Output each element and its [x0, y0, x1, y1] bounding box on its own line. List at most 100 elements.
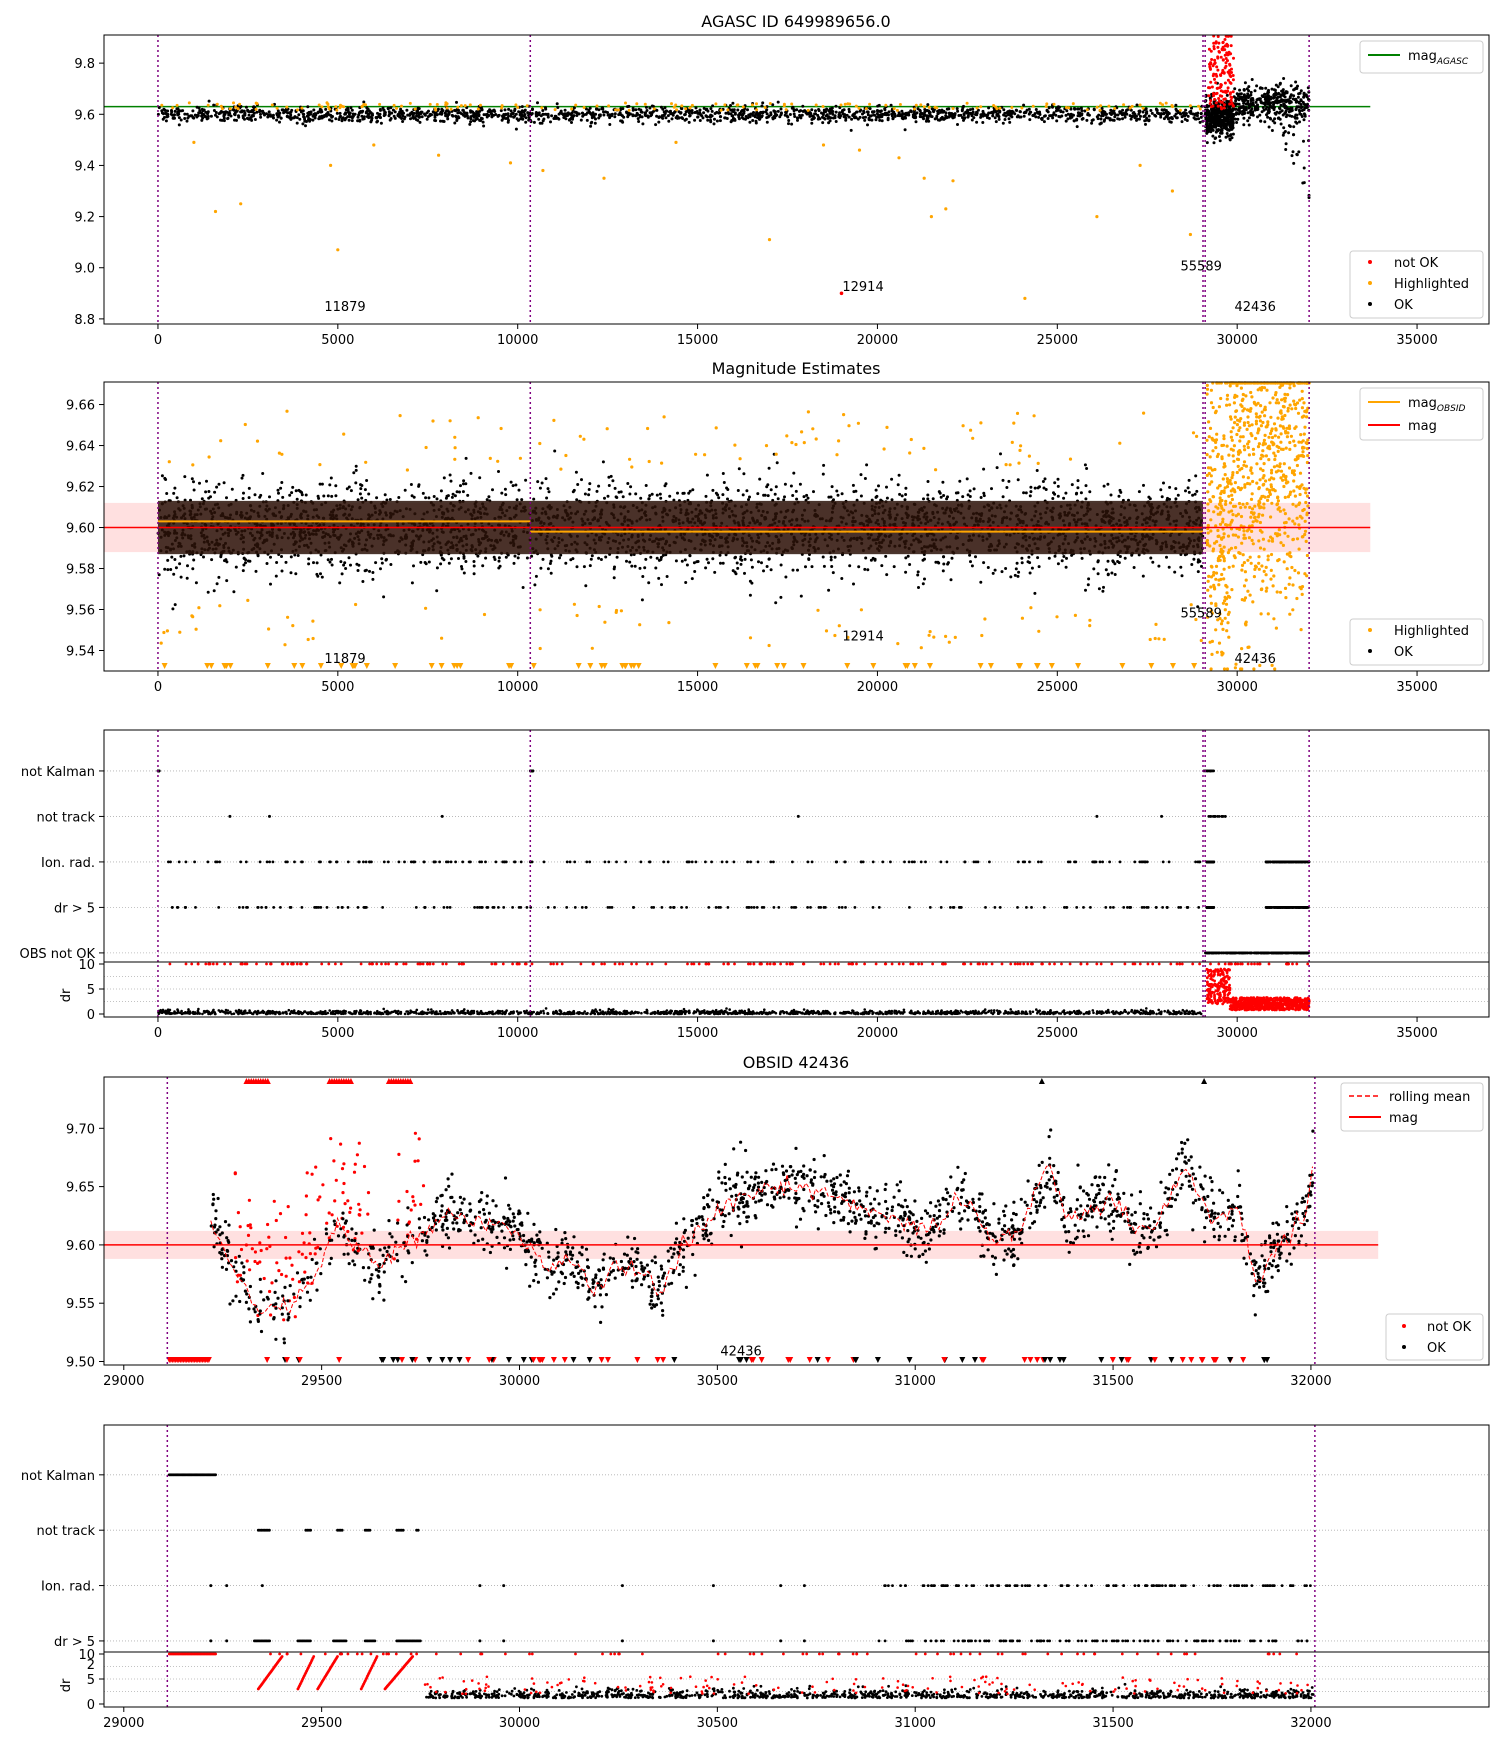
ok-point: [1162, 112, 1166, 116]
ok-point: [541, 119, 545, 123]
ok-point: [450, 113, 454, 117]
ok-point: [391, 108, 395, 112]
ok-point: [627, 104, 631, 108]
ok-point: [207, 490, 211, 493]
ok-point: [330, 557, 333, 561]
ok-point: [904, 486, 908, 490]
ok-point: [1244, 97, 1248, 101]
ok-point: [1277, 116, 1281, 120]
highlighted-point: [675, 108, 679, 112]
p1-xtick-label: 35000: [1396, 333, 1437, 348]
ok-point: [1195, 114, 1199, 118]
ok-point: [1037, 115, 1041, 119]
ok-point: [627, 113, 631, 117]
ok-point: [960, 108, 964, 112]
ok-point: [248, 559, 252, 563]
p1-xtick-label: 0: [154, 333, 162, 348]
not-ok-point: [1216, 45, 1220, 49]
ok-point: [1051, 113, 1055, 117]
ok-point: [591, 111, 595, 115]
ok-point: [698, 119, 702, 122]
highlighted-point: [239, 202, 243, 206]
p2-xtick-label: 5000: [321, 680, 354, 695]
highlighted-point: [275, 106, 279, 110]
ok-point: [1273, 117, 1277, 121]
ok-point: [504, 555, 508, 559]
ok-point: [1184, 108, 1188, 112]
ok-point: [713, 112, 717, 115]
not-ok-point: [1210, 58, 1214, 61]
ok-point: [1294, 80, 1298, 84]
ok-point: [513, 109, 517, 113]
highlighted-point: [680, 104, 684, 108]
ok-point: [969, 111, 973, 115]
ok-point: [868, 118, 872, 122]
ok-point: [530, 108, 534, 112]
ok-point: [958, 479, 962, 483]
ok-point: [1048, 114, 1052, 118]
ok-point: [972, 116, 976, 120]
ok-point: [746, 108, 749, 112]
ok-point: [1028, 118, 1032, 122]
ok-point: [649, 555, 653, 559]
ok-point: [923, 557, 926, 561]
ok-point: [569, 112, 573, 116]
ok-point: [344, 112, 347, 116]
ok-point: [325, 112, 329, 116]
ok-point: [276, 488, 280, 492]
ok-point: [1225, 132, 1229, 135]
ok-point: [1184, 113, 1188, 117]
not-ok-point: [1223, 81, 1227, 85]
highlighted-point: [951, 179, 955, 183]
ok-point: [1043, 477, 1047, 481]
ok-point: [376, 111, 379, 115]
ok-point: [313, 116, 317, 120]
ok-point: [382, 114, 386, 118]
ok-point: [634, 108, 638, 112]
ok-point: [942, 117, 946, 121]
ok-point: [900, 109, 904, 113]
ok-point: [864, 115, 867, 119]
ok-point: [595, 107, 598, 111]
ok-point: [584, 584, 588, 588]
ok-point: [1297, 108, 1301, 112]
ok-point: [434, 112, 438, 116]
ok-point: [1278, 81, 1282, 85]
ok-point: [301, 112, 305, 116]
ok-point: [185, 119, 189, 123]
highlighted-point: [232, 101, 235, 105]
ok-point: [589, 121, 593, 125]
ok-point: [1117, 494, 1121, 498]
ok-point: [1121, 108, 1125, 112]
ok-point: [482, 113, 486, 117]
ok-point: [534, 574, 538, 578]
highlighted-point: [160, 103, 164, 107]
highlighted-point: [790, 102, 794, 106]
ok-point: [1161, 108, 1165, 112]
ok-point: [756, 112, 760, 116]
ok-point: [1078, 114, 1082, 118]
ok-point: [416, 118, 420, 122]
ok-point: [490, 109, 494, 113]
ok-point: [904, 493, 908, 496]
ok-point: [962, 113, 966, 117]
ok-point: [650, 104, 654, 108]
highlighted-point: [944, 207, 948, 211]
ok-point: [880, 564, 884, 568]
ok-point: [937, 108, 941, 112]
ok-point: [966, 109, 970, 113]
ok-point: [602, 110, 605, 114]
ok-point: [328, 560, 332, 564]
ok-point: [427, 496, 431, 500]
highlighted-point: [723, 103, 727, 107]
ok-point: [243, 117, 246, 121]
ok-point: [1256, 97, 1260, 101]
ok-point: [923, 577, 926, 581]
ok-point: [795, 497, 799, 501]
ok-point: [806, 496, 810, 500]
ok-point: [995, 466, 999, 470]
highlighted-point: [449, 107, 453, 111]
ok-point: [602, 113, 606, 117]
ok-point: [684, 117, 688, 121]
ok-point: [1267, 88, 1270, 92]
